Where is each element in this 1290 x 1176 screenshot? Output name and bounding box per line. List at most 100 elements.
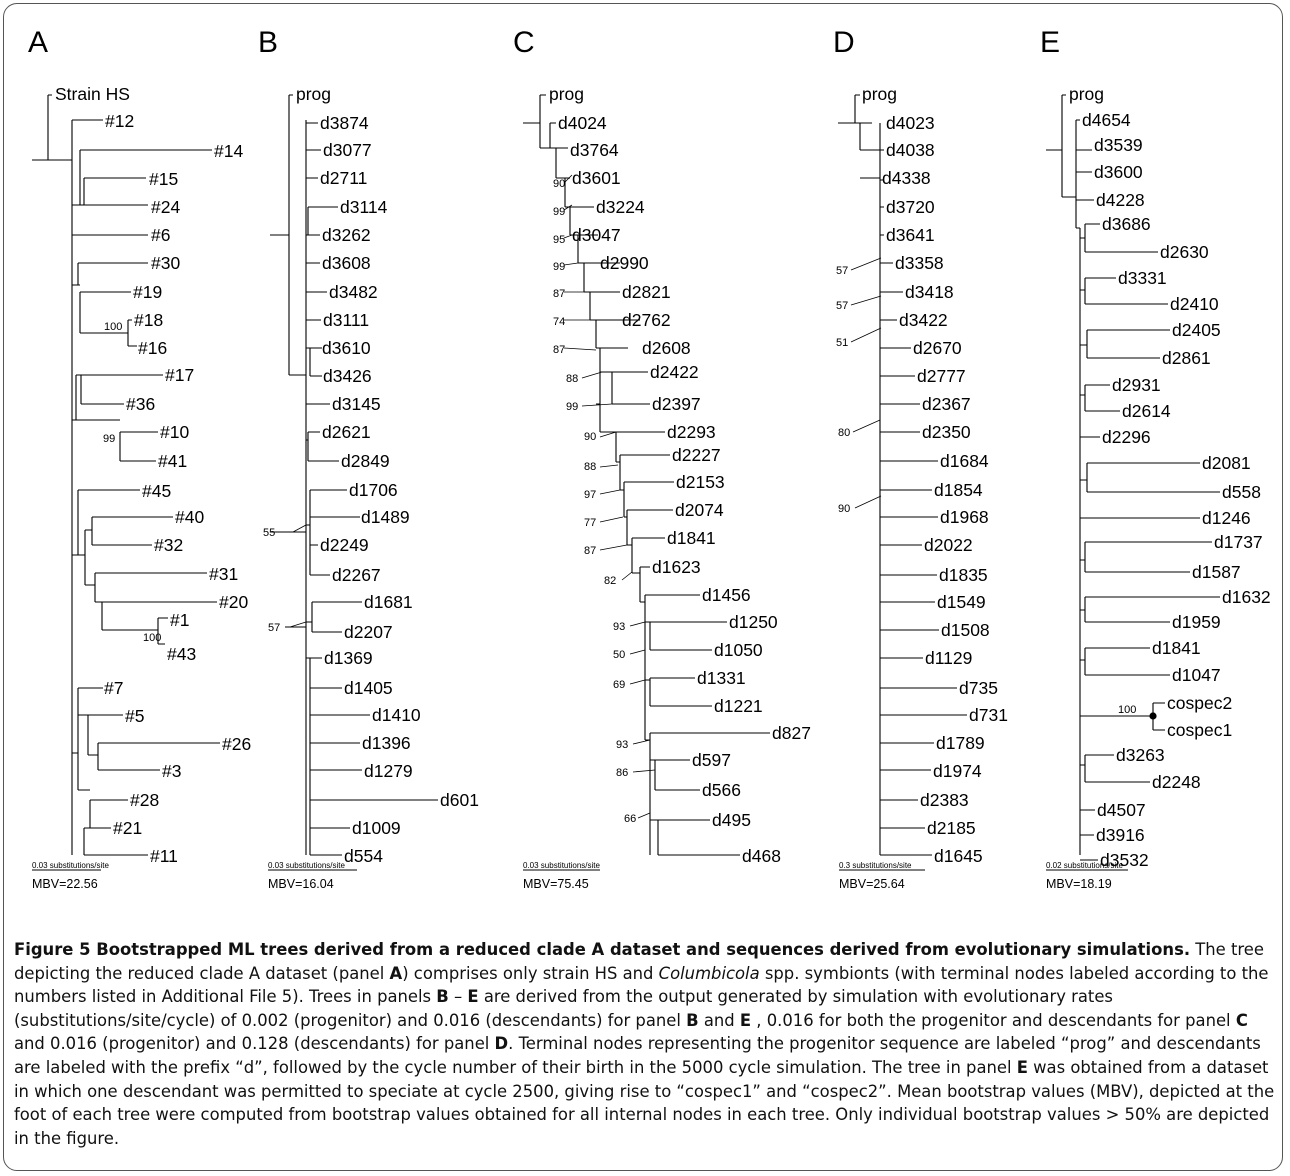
scale-label: 0.03 substitutions/site — [268, 861, 345, 870]
leaf-label: d2608 — [642, 338, 691, 358]
figure-caption: Figure 5 Bootstrapped ML trees derived f… — [14, 938, 1276, 1150]
leaf-label: #45 — [142, 481, 171, 501]
leaf-label: d3641 — [886, 225, 935, 245]
caption-panel-ref: E — [467, 987, 479, 1007]
bootstrap-value: 99 — [553, 206, 565, 218]
leaf-label: d2227 — [672, 445, 721, 465]
leaf-label: d3610 — [322, 338, 371, 358]
leaf-label: d735 — [959, 678, 998, 698]
scale-label: 0.3 substitutions/site — [839, 861, 912, 870]
leaf-label: d3114 — [340, 197, 388, 217]
caption-title: Figure 5 Bootstrapped ML trees derived f… — [14, 940, 1191, 959]
leaf-label: d1968 — [940, 507, 989, 527]
leaf-label: d1841 — [1152, 638, 1201, 658]
leaf-label: #11 — [150, 846, 178, 866]
caption-panel-ref: E — [1016, 1057, 1028, 1077]
leaf-label: d1623 — [652, 557, 701, 577]
scale-label: 0.03 substitutions/site — [32, 861, 109, 870]
leaf-label: d1841 — [667, 528, 716, 548]
caption-text: The tree depicting the reduced clade A d… — [14, 940, 1264, 983]
leaf-label: d3077 — [323, 140, 372, 160]
panel-letter: E — [1040, 26, 1060, 59]
caption-text: spp. symbionts (with terminal nodes labe… — [14, 963, 1269, 1007]
bootstrap-value: 100 — [104, 321, 122, 333]
leaf-label: d4023 — [886, 113, 935, 133]
bootstrap-value: 86 — [616, 767, 628, 779]
bootstrap-value: 57 — [836, 300, 848, 312]
leaf-label: d1959 — [1172, 612, 1221, 632]
leaf-label: d1854 — [934, 480, 983, 500]
leaf-label: d3601 — [572, 168, 621, 188]
leaf-label: d3600 — [1094, 162, 1143, 182]
leaf-label: #28 — [130, 790, 159, 810]
leaf-label: d1221 — [714, 696, 763, 716]
leaf-label: d1405 — [344, 678, 393, 698]
leaf-label: d2990 — [600, 253, 649, 273]
caption-text: . Terminal nodes representing the progen… — [14, 1034, 1261, 1077]
caption-text: – — [448, 987, 468, 1007]
bootstrap-value: 69 — [613, 679, 625, 691]
bootstrap-value: 55 — [263, 527, 275, 539]
leaf-label: #1 — [170, 610, 189, 630]
figure-frame — [3, 3, 1283, 1171]
leaf-label: d1587 — [1192, 562, 1241, 582]
bootstrap-value: 66 — [624, 813, 636, 825]
leaf-label: #6 — [151, 225, 170, 245]
leaf-label: d2711 — [320, 168, 367, 188]
bootstrap-value: 99 — [103, 433, 115, 445]
leaf-label: d1632 — [1222, 587, 1271, 607]
mbv-value: MBV=18.19 — [1046, 877, 1112, 891]
leaf-label: d1684 — [940, 451, 989, 471]
leaf-label: d4024 — [558, 113, 607, 133]
leaf-label: d2153 — [676, 472, 725, 492]
bootstrap-value: 80 — [838, 427, 850, 439]
leaf-label: d1456 — [702, 585, 751, 605]
leaf-label: d4038 — [886, 140, 935, 160]
leaf-label: d2367 — [922, 394, 971, 414]
leaf-label: cospec2 — [1167, 693, 1232, 713]
leaf-label: d2267 — [332, 565, 381, 585]
bootstrap-value: 90 — [838, 503, 850, 515]
leaf-label: d4228 — [1096, 190, 1145, 210]
bootstrap-value: 50 — [613, 649, 625, 661]
leaf-label: d2630 — [1160, 242, 1209, 262]
leaf-label: #30 — [151, 253, 180, 273]
scale-label: 0.03 substitutions/site — [523, 861, 600, 870]
leaf-label: d2207 — [344, 622, 393, 642]
leaf-label: d566 — [702, 780, 741, 800]
leaf-label: d3263 — [1116, 745, 1165, 765]
leaf-label: d2821 — [622, 282, 671, 302]
leaf-label: d2405 — [1172, 320, 1221, 340]
bootstrap-value: 87 — [584, 545, 596, 557]
leaf-label: d1331 — [697, 668, 746, 688]
leaf-label: #10 — [160, 422, 189, 442]
bootstrap-value: 87 — [553, 288, 565, 300]
leaf-label: d3047 — [572, 225, 621, 245]
bootstrap-value: 90 — [553, 178, 565, 190]
bootstrap-value: 97 — [584, 489, 596, 501]
panel-letter: D — [833, 26, 855, 59]
leaf-label: d1369 — [324, 648, 373, 668]
leaf-label: d2777 — [917, 366, 966, 386]
bootstrap-value: 77 — [584, 517, 596, 529]
leaf-label: #12 — [105, 111, 134, 131]
leaf-label: #18 — [134, 310, 163, 330]
leaf-label: d2931 — [1112, 375, 1161, 395]
bootstrap-value: 88 — [584, 461, 596, 473]
leaf-label: d2849 — [341, 451, 390, 471]
panel-letter: B — [258, 26, 278, 59]
leaf-label: d2249 — [320, 535, 369, 555]
leaf-label: d1549 — [937, 592, 986, 612]
mbv-value: MBV=75.45 — [523, 877, 589, 891]
caption-text: and 0.016 (progenitor) and 0.128 (descen… — [14, 1034, 495, 1054]
tree-panel-e — [1046, 94, 1220, 861]
caption-text: and — [698, 1010, 740, 1030]
leaf-label: d2410 — [1170, 294, 1219, 314]
tree-panel-a — [32, 94, 220, 856]
bootstrap-value: 99 — [566, 401, 578, 413]
leaf-label: d3262 — [322, 225, 371, 245]
leaf-label: d554 — [344, 846, 383, 866]
bootstrap-value: 57 — [836, 265, 848, 277]
leaf-label: #14 — [214, 141, 243, 161]
leaf-label: #20 — [219, 592, 248, 612]
